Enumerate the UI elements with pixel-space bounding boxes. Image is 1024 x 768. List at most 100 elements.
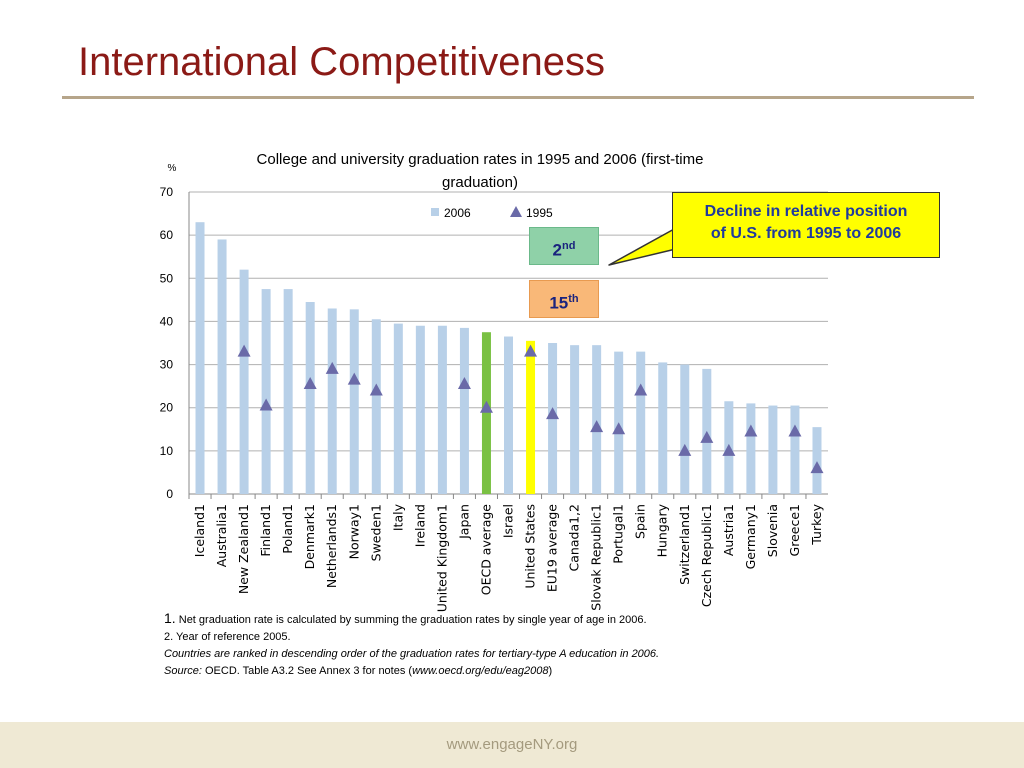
- marker-1995: [744, 424, 758, 437]
- callout-pointer: [608, 227, 681, 266]
- x-tick-label: United States: [523, 504, 538, 589]
- bar-2006: [526, 340, 536, 494]
- bar-2006: [349, 309, 359, 494]
- bar-2006: [217, 239, 227, 494]
- bar-2006: [592, 345, 602, 494]
- y-tick-label: 0: [166, 487, 173, 501]
- x-tick-label: Turkey: [809, 503, 824, 545]
- note-2: 2. Year of reference 2005.: [164, 631, 291, 643]
- bar-2006: [768, 405, 778, 494]
- x-tick-label: EU19 average: [545, 504, 560, 592]
- x-tick-label: Finland1: [258, 504, 273, 557]
- marker-1995: [325, 361, 339, 374]
- rank-2006-number: 2: [552, 240, 562, 260]
- note-3: Countries are ranked in descending order…: [164, 648, 660, 660]
- marker-1995: [634, 383, 648, 396]
- x-tick-label: Poland1: [280, 504, 295, 554]
- bar-2006: [239, 269, 249, 494]
- x-tick-label: Israel: [501, 504, 516, 538]
- marker-1995: [810, 461, 824, 474]
- chart-notes: 1. Net graduation rate is calculated by …: [164, 610, 864, 680]
- x-tick-label: Iceland1: [192, 504, 207, 557]
- y-axis-label: %: [168, 163, 177, 174]
- callout-line1: Decline in relative position: [704, 203, 908, 220]
- marker-1995: [237, 344, 251, 357]
- x-tick-label: Australia1: [214, 504, 229, 567]
- bar-2006: [283, 289, 293, 494]
- note-1-number: 1.: [164, 610, 176, 626]
- x-tick-label: Slovenia: [765, 504, 780, 557]
- x-tick-label: Portugal1: [611, 504, 626, 564]
- legend-label-2006: 2006: [444, 206, 471, 220]
- legend-label-1995: 1995: [526, 206, 553, 220]
- footer-url[interactable]: www.engageNY.org: [446, 736, 578, 753]
- x-tick-label: Netherlands1: [324, 504, 339, 588]
- x-tick-label: New Zealand1: [236, 504, 251, 594]
- x-tick-label: Germany1: [743, 504, 758, 569]
- y-tick-label: 60: [160, 228, 174, 242]
- bar-2006: [459, 327, 469, 494]
- x-tick-label: Italy: [390, 503, 405, 531]
- x-tick-label: Japan: [456, 504, 471, 540]
- marker-1995: [788, 424, 802, 437]
- marker-1995: [546, 407, 560, 420]
- bar-2006: [415, 325, 425, 494]
- x-tick-label: Ireland: [412, 504, 427, 547]
- x-tick-label: Slovak Republic1: [589, 504, 604, 611]
- x-tick-label: Czech Republic1: [699, 504, 714, 607]
- bar-2006: [393, 323, 403, 494]
- note-1: 1. Net graduation rate is calculated by …: [164, 610, 864, 629]
- marker-1995: [678, 443, 692, 456]
- bar-2006: [504, 336, 513, 494]
- bar-2006: [305, 302, 315, 494]
- marker-1995: [700, 430, 714, 443]
- x-tick-label: Norway1: [346, 504, 361, 559]
- graduation-rate-chart: 0 10 20 30 40 50 60 70% Iceland1 Australia1 New Ze…: [160, 163, 828, 612]
- y-tick-label: 10: [160, 444, 174, 458]
- bar-2006: [658, 362, 668, 494]
- marker-1995: [259, 398, 273, 411]
- rank-1995-suffix: th: [568, 293, 579, 305]
- y-tick-label: 40: [160, 314, 174, 328]
- y-tick-label: 70: [160, 185, 174, 199]
- bar-2006: [195, 222, 205, 494]
- bar-2006: [261, 289, 271, 494]
- marker-1995: [303, 376, 317, 389]
- y-tick-label: 20: [160, 401, 174, 415]
- x-tick-label: Sweden1: [368, 504, 383, 561]
- marker-1995: [347, 372, 361, 385]
- x-tick-label: Canada1,2: [567, 504, 582, 571]
- bar-2006: [570, 345, 580, 494]
- marker-1995: [524, 344, 538, 357]
- bar-2006: [636, 351, 646, 494]
- bar-2006: [680, 364, 690, 494]
- marker-1995: [457, 376, 471, 389]
- legend-swatch-2006: [431, 208, 439, 216]
- marker-1995: [369, 383, 383, 396]
- note-1-text: Net graduation rate is calculated by sum…: [178, 614, 647, 626]
- bar-2006: [790, 405, 800, 494]
- source-note: Source: OECD. Table A3.2 See Annex 3 for…: [164, 663, 864, 680]
- chart-title-line1: College and university graduation rates …: [256, 151, 704, 168]
- x-tick-label: Denmark1: [302, 504, 317, 569]
- chart-title: College and university graduation rates …: [200, 148, 760, 194]
- marker-1995: [479, 400, 493, 413]
- rank-2006-suffix: nd: [562, 240, 576, 252]
- bar-2006: [746, 403, 756, 494]
- x-tick-label: Austria1: [721, 504, 736, 556]
- rank-1995-number: 15: [549, 293, 569, 313]
- bar-2006: [812, 427, 822, 494]
- bar-2006: [437, 325, 447, 494]
- decline-callout-box: Decline in relative position of U.S. fro…: [672, 192, 940, 258]
- y-tick-label: 30: [160, 358, 174, 372]
- marker-1995: [722, 443, 736, 456]
- slide-title: International Competitiveness: [78, 40, 605, 84]
- x-tick-label: Greece1: [787, 504, 802, 556]
- chart-title-line2: graduation): [442, 174, 518, 191]
- x-tick-label: Hungary: [655, 503, 670, 557]
- marker-1995: [612, 422, 626, 435]
- source-text: OECD. Table A3.2 See Annex 3 for notes (: [201, 665, 413, 677]
- source-url: www.oecd.org/edu/eag2008: [412, 665, 549, 677]
- rank-2006-box: 2nd: [529, 227, 599, 265]
- callout-line2: of U.S. from 1995 to 2006: [710, 225, 902, 242]
